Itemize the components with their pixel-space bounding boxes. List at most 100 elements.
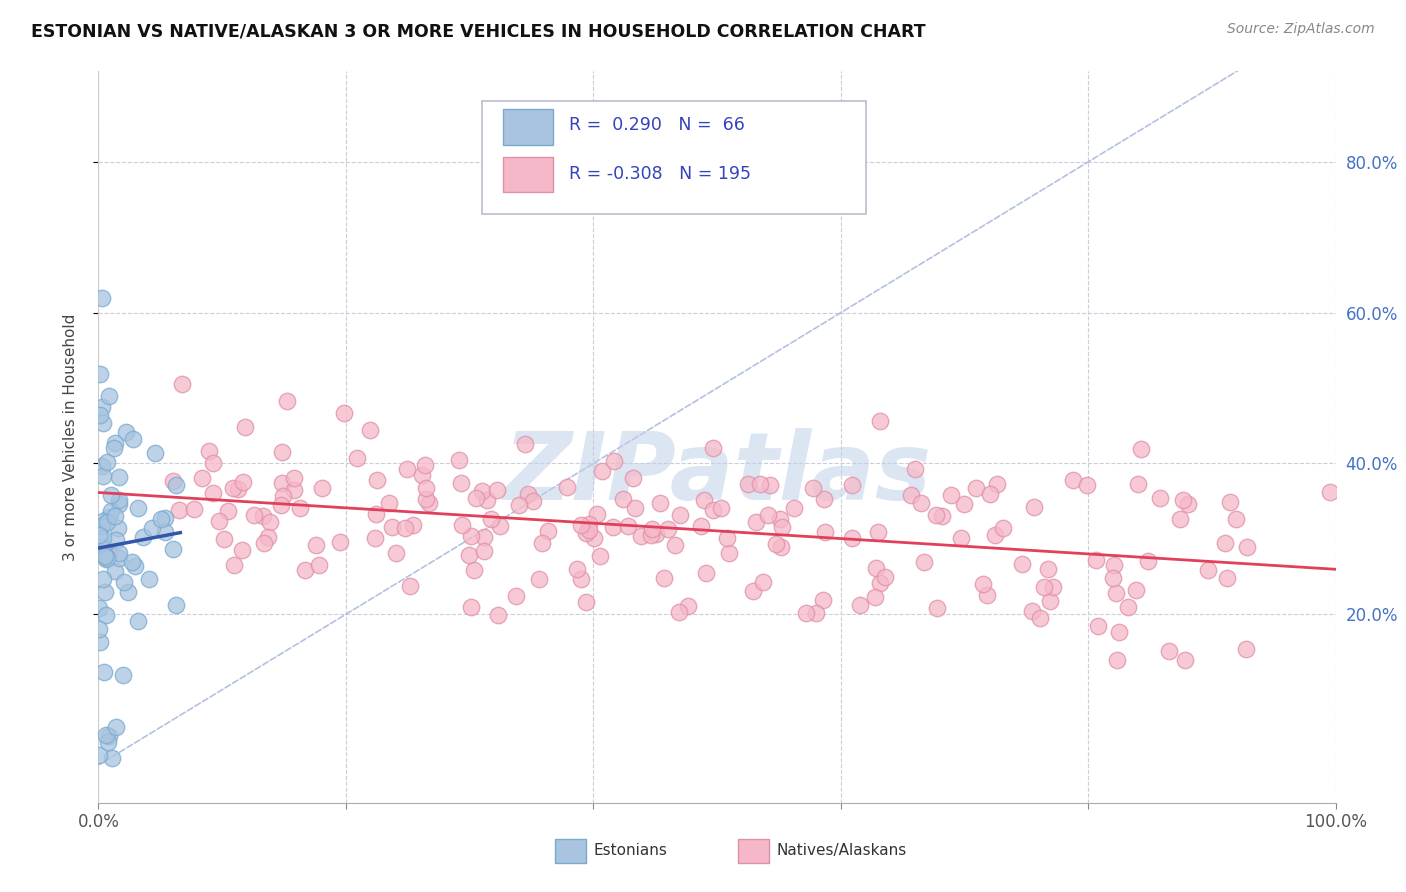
- Point: [612, 492, 634, 507]
- Point: [270, 498, 292, 512]
- Point: [107, 521, 129, 535]
- Point: [1038, 562, 1060, 576]
- Point: [953, 497, 976, 511]
- Point: [1215, 571, 1237, 585]
- Point: [90, 400, 112, 414]
- Point: [141, 521, 163, 535]
- Point: [418, 496, 440, 510]
- Point: [394, 521, 416, 535]
- Point: [657, 522, 679, 536]
- Point: [1234, 642, 1257, 657]
- Point: [103, 441, 125, 455]
- Point: [198, 444, 221, 458]
- Point: [471, 484, 494, 499]
- Point: [752, 574, 775, 589]
- Point: [1029, 610, 1052, 624]
- Point: [366, 473, 388, 487]
- Point: [575, 594, 598, 608]
- Point: [1225, 512, 1247, 526]
- Text: Natives/Alaskans: Natives/Alaskans: [776, 844, 907, 858]
- Point: [841, 532, 863, 546]
- Point: [669, 508, 692, 523]
- Point: [91, 458, 114, 473]
- Point: [488, 519, 510, 533]
- Point: [402, 518, 425, 533]
- Point: [986, 477, 1008, 491]
- Point: [100, 488, 122, 502]
- Point: [505, 590, 527, 604]
- Point: [640, 522, 662, 536]
- Point: [91, 515, 114, 529]
- Point: [1024, 500, 1046, 515]
- Point: [868, 524, 890, 539]
- Point: [96, 551, 118, 566]
- Text: R = -0.308   N = 195: R = -0.308 N = 195: [568, 165, 751, 183]
- Point: [529, 572, 551, 586]
- Point: [623, 501, 645, 516]
- Point: [226, 483, 249, 497]
- Point: [1130, 442, 1153, 457]
- Point: [742, 584, 765, 599]
- Point: [311, 481, 333, 495]
- Point: [630, 529, 652, 543]
- Point: [94, 549, 117, 563]
- Point: [346, 450, 368, 465]
- Point: [531, 536, 554, 550]
- Point: [294, 563, 316, 577]
- Point: [716, 531, 738, 545]
- Point: [107, 469, 129, 483]
- Point: [89, 367, 111, 381]
- Point: [869, 576, 891, 591]
- Point: [1213, 535, 1236, 549]
- Point: [149, 512, 172, 526]
- Point: [451, 517, 474, 532]
- Point: [111, 668, 134, 682]
- Point: [231, 543, 253, 558]
- Point: [508, 498, 530, 512]
- Point: [94, 584, 117, 599]
- Point: [100, 504, 122, 518]
- Text: ESTONIAN VS NATIVE/ALASKAN 3 OR MORE VEHICLES IN HOUSEHOLD CORRELATION CHART: ESTONIAN VS NATIVE/ALASKAN 3 OR MORE VEH…: [31, 22, 925, 40]
- Point: [1087, 619, 1109, 633]
- Point: [769, 512, 792, 526]
- Point: [537, 524, 560, 539]
- FancyBboxPatch shape: [503, 110, 553, 145]
- Point: [105, 533, 128, 547]
- Point: [841, 478, 863, 492]
- Point: [1197, 563, 1219, 577]
- Point: [458, 548, 481, 562]
- Point: [271, 489, 294, 503]
- Point: [477, 493, 499, 508]
- Point: [1168, 512, 1191, 526]
- Point: [153, 524, 176, 539]
- Point: [695, 566, 717, 581]
- Point: [585, 508, 607, 522]
- Point: [94, 549, 117, 563]
- Point: [108, 497, 131, 511]
- Point: [912, 555, 935, 569]
- Point: [121, 555, 143, 569]
- Point: [565, 562, 588, 576]
- Point: [208, 514, 231, 528]
- Point: [169, 503, 191, 517]
- Point: [89, 408, 111, 422]
- Point: [1108, 624, 1130, 639]
- Point: [1136, 554, 1159, 568]
- Point: [1021, 604, 1043, 618]
- Point: [413, 458, 436, 472]
- Point: [94, 728, 117, 742]
- Point: [104, 720, 127, 734]
- Point: [212, 533, 235, 547]
- Point: [904, 461, 927, 475]
- Point: [813, 593, 835, 607]
- Point: [603, 454, 626, 468]
- Point: [165, 477, 187, 491]
- Point: [103, 564, 125, 578]
- Point: [640, 528, 662, 542]
- Point: [479, 511, 502, 525]
- Point: [555, 479, 578, 493]
- Point: [104, 436, 127, 450]
- Point: [949, 531, 972, 545]
- Point: [1149, 491, 1171, 506]
- Point: [516, 487, 538, 501]
